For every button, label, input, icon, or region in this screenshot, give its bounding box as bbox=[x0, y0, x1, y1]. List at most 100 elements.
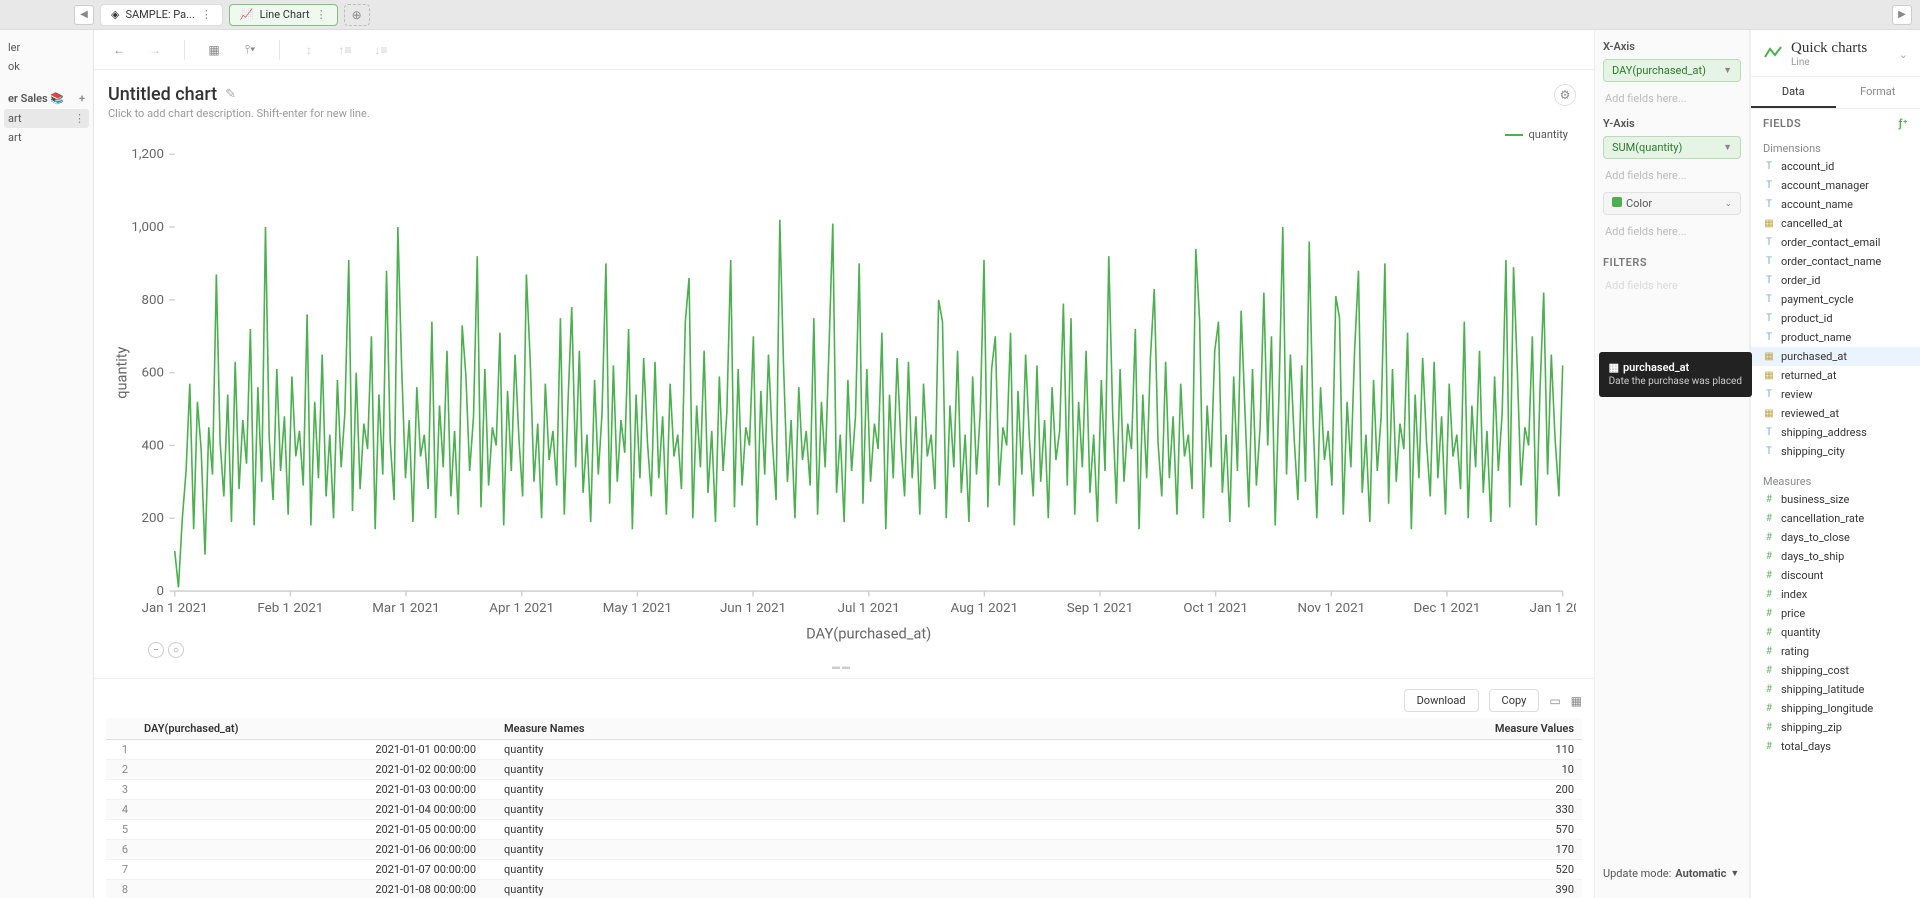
table-row[interactable]: 6 2021-01-06 00:00:00 quantity 170 bbox=[106, 840, 1582, 860]
tab-linechart[interactable]: 📈 Line Chart ⋮ bbox=[229, 4, 338, 26]
color-section[interactable]: Color ⌄ bbox=[1603, 192, 1741, 215]
table-row[interactable]: 8 2021-01-08 00:00:00 quantity 390 bbox=[106, 880, 1582, 898]
edit-title-icon[interactable]: ✎ bbox=[225, 87, 236, 102]
calendar-icon: ▦ bbox=[1763, 351, 1775, 362]
field-days_to_close[interactable]: #days_to_close bbox=[1751, 528, 1920, 547]
field-purchased_at[interactable]: ▦purchased_at bbox=[1751, 347, 1920, 366]
field-rating[interactable]: #rating bbox=[1751, 642, 1920, 661]
field-cancellation_rate[interactable]: #cancellation_rate bbox=[1751, 509, 1920, 528]
table-row[interactable]: 1 2021-01-01 00:00:00 quantity 110 bbox=[106, 740, 1582, 760]
row-index: 8 bbox=[106, 880, 136, 898]
sidebar-item-folder[interactable]: ler bbox=[4, 38, 89, 57]
cell-measure-name: quantity bbox=[496, 740, 1222, 760]
table-row[interactable]: 5 2021-01-05 00:00:00 quantity 570 bbox=[106, 820, 1582, 840]
field-review[interactable]: Treview bbox=[1751, 385, 1920, 404]
field-account_name[interactable]: Taccount_name bbox=[1751, 195, 1920, 214]
tab-linechart-menu-icon[interactable]: ⋮ bbox=[316, 8, 327, 21]
yaxis-dropzone[interactable]: Add fields here... bbox=[1603, 165, 1741, 186]
field-payment_cycle[interactable]: Tpayment_cycle bbox=[1751, 290, 1920, 309]
chart-type-icon[interactable]: ⫯▾ bbox=[239, 39, 261, 61]
resize-handle[interactable]: ▬▬ bbox=[108, 662, 1576, 670]
field-shipping_latitude[interactable]: #shipping_latitude bbox=[1751, 680, 1920, 699]
align-3-icon[interactable]: ↓≡ bbox=[370, 39, 392, 61]
layout-icon[interactable]: ▦ bbox=[203, 39, 225, 61]
field-label: shipping_city bbox=[1781, 445, 1845, 458]
field-shipping_city[interactable]: Tshipping_city bbox=[1751, 442, 1920, 461]
yaxis-pill-text: SUM(quantity) bbox=[1612, 141, 1682, 154]
tab-sample[interactable]: ◈ SAMPLE: Pa... ⋮ bbox=[100, 4, 223, 26]
color-label: Color bbox=[1626, 197, 1652, 210]
table-row[interactable]: 2 2021-01-02 00:00:00 quantity 10 bbox=[106, 760, 1582, 780]
color-dropzone[interactable]: Add fields here... bbox=[1603, 221, 1741, 242]
text-icon: T bbox=[1763, 427, 1775, 438]
copy-button[interactable]: Copy bbox=[1489, 689, 1540, 712]
tab-data[interactable]: Data bbox=[1751, 77, 1836, 108]
add-field-icon[interactable]: ƒ⁺ bbox=[1899, 117, 1908, 130]
zoom-out-button[interactable]: − bbox=[148, 642, 164, 658]
table-row[interactable]: 3 2021-01-03 00:00:00 quantity 200 bbox=[106, 780, 1582, 800]
field-reviewed_at[interactable]: ▦reviewed_at bbox=[1751, 404, 1920, 423]
sidebar-add-icon[interactable]: + bbox=[79, 92, 85, 105]
field-cancelled_at[interactable]: ▦cancelled_at bbox=[1751, 214, 1920, 233]
collapse-left-icon[interactable]: ◀ bbox=[74, 5, 94, 25]
col-measure-values[interactable]: Measure Values bbox=[1222, 718, 1582, 740]
field-total_days[interactable]: #total_days bbox=[1751, 737, 1920, 756]
align-2-icon[interactable]: ↑≡ bbox=[334, 39, 356, 61]
filters-dropzone[interactable]: Add fields here bbox=[1603, 275, 1741, 296]
data-table: DAY(purchased_at) Measure Names Measure … bbox=[106, 718, 1582, 898]
caret-down-icon: ▼ bbox=[1723, 65, 1732, 76]
table-view-icon[interactable]: ▭ bbox=[1549, 694, 1560, 708]
field-product_name[interactable]: Tproduct_name bbox=[1751, 328, 1920, 347]
fields-label: FIELDS bbox=[1763, 117, 1801, 130]
field-index[interactable]: #index bbox=[1751, 585, 1920, 604]
sidebar-item-menu-icon[interactable]: ⋮ bbox=[74, 112, 85, 125]
align-1-icon[interactable]: ↕ bbox=[298, 39, 320, 61]
field-shipping_longitude[interactable]: #shipping_longitude bbox=[1751, 699, 1920, 718]
download-button[interactable]: Download bbox=[1404, 689, 1479, 712]
field-quantity[interactable]: #quantity bbox=[1751, 623, 1920, 642]
chart-settings-icon[interactable]: ⚙ bbox=[1554, 84, 1576, 106]
nav-back-button[interactable]: ← bbox=[108, 39, 130, 61]
xaxis-dropzone[interactable]: Add fields here... bbox=[1603, 88, 1741, 109]
field-days_to_ship[interactable]: #days_to_ship bbox=[1751, 547, 1920, 566]
chart-title[interactable]: Untitled chart ✎ bbox=[108, 84, 370, 105]
field-order_id[interactable]: Torder_id bbox=[1751, 271, 1920, 290]
calendar-icon: ▦ bbox=[1763, 408, 1775, 419]
sidebar-item-2[interactable]: art bbox=[4, 128, 89, 147]
field-returned_at[interactable]: ▦returned_at bbox=[1751, 366, 1920, 385]
field-account_id[interactable]: Taccount_id bbox=[1751, 157, 1920, 176]
field-discount[interactable]: #discount bbox=[1751, 566, 1920, 585]
yaxis-field-pill[interactable]: SUM(quantity) ▼ bbox=[1603, 136, 1741, 159]
quick-charts-selector[interactable]: Quick charts Line ⌄ bbox=[1751, 30, 1920, 77]
table-row[interactable]: 4 2021-01-04 00:00:00 quantity 330 bbox=[106, 800, 1582, 820]
calendar-icon: ▦ bbox=[1763, 218, 1775, 229]
add-tab-button[interactable]: ⊕ bbox=[344, 4, 370, 26]
nav-forward-button[interactable]: → bbox=[144, 39, 166, 61]
cell-date: 2021-01-03 00:00:00 bbox=[136, 780, 496, 800]
table-grid-icon[interactable]: ▦ bbox=[1571, 694, 1582, 708]
field-order_contact_email[interactable]: Torder_contact_email bbox=[1751, 233, 1920, 252]
field-label: product_name bbox=[1781, 331, 1851, 344]
sidebar-item-active[interactable]: art ⋮ bbox=[4, 109, 89, 128]
xaxis-field-pill[interactable]: DAY(purchased_at) ▼ bbox=[1603, 59, 1741, 82]
table-row[interactable]: 7 2021-01-07 00:00:00 quantity 520 bbox=[106, 860, 1582, 880]
field-product_id[interactable]: Tproduct_id bbox=[1751, 309, 1920, 328]
field-shipping_cost[interactable]: #shipping_cost bbox=[1751, 661, 1920, 680]
cell-measure-value: 110 bbox=[1222, 740, 1582, 760]
chart-description[interactable]: Click to add chart description. Shift-en… bbox=[108, 107, 370, 120]
zoom-reset-button[interactable]: ○ bbox=[168, 642, 184, 658]
tab-sample-menu-icon[interactable]: ⋮ bbox=[201, 8, 212, 21]
field-account_manager[interactable]: Taccount_manager bbox=[1751, 176, 1920, 195]
field-business_size[interactable]: #business_size bbox=[1751, 490, 1920, 509]
collapse-right-icon[interactable]: ▶ bbox=[1892, 5, 1912, 25]
col-purchased-at[interactable]: DAY(purchased_at) bbox=[136, 718, 496, 740]
col-measure-names[interactable]: Measure Names bbox=[496, 718, 1222, 740]
field-price[interactable]: #price bbox=[1751, 604, 1920, 623]
update-mode[interactable]: Update mode: Automatic ▼ bbox=[1603, 859, 1741, 890]
field-label: returned_at bbox=[1781, 369, 1837, 382]
field-order_contact_name[interactable]: Torder_contact_name bbox=[1751, 252, 1920, 271]
sidebar-item-book[interactable]: ok bbox=[4, 57, 89, 76]
field-shipping_zip[interactable]: #shipping_zip bbox=[1751, 718, 1920, 737]
tab-format[interactable]: Format bbox=[1836, 77, 1920, 108]
field-shipping_address[interactable]: Tshipping_address bbox=[1751, 423, 1920, 442]
